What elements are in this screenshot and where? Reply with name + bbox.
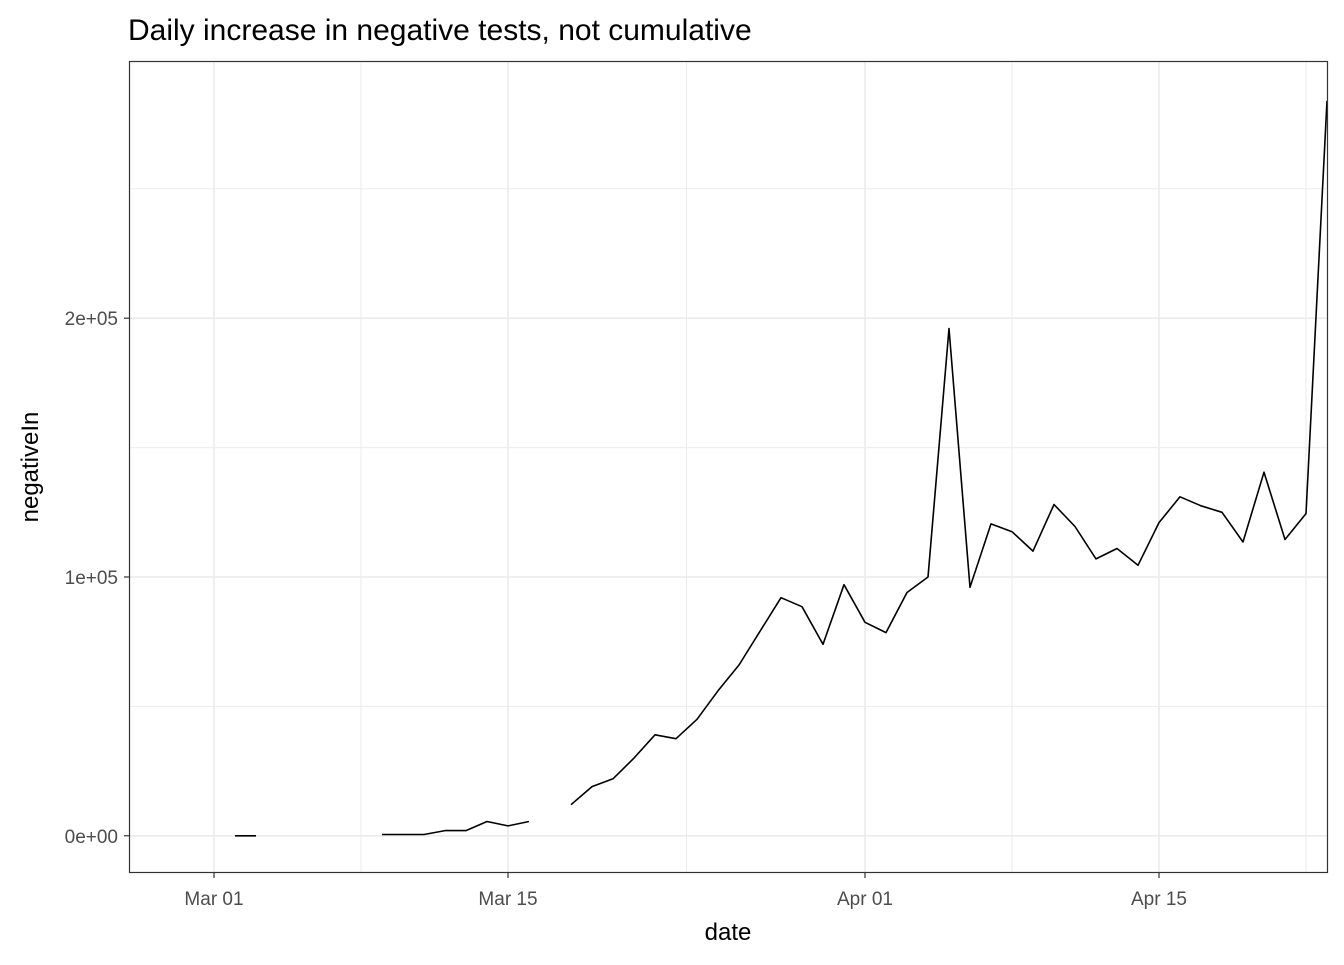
- series-line-segment: [570, 100, 1328, 806]
- grid-lines: [130, 62, 1327, 872]
- x-tick-label: Apr 15: [1131, 889, 1187, 910]
- series-line-segment: [382, 820, 530, 836]
- x-axis: Mar 01 Mar 15 Apr 01 Apr 15: [184, 872, 1187, 910]
- y-tick-label: 2e+05: [65, 309, 118, 330]
- x-tick-label: Mar 15: [478, 889, 537, 910]
- x-tick-label: Mar 01: [184, 889, 243, 910]
- y-axis-title: negativeIn: [17, 412, 44, 523]
- x-tick-label: Apr 01: [837, 889, 893, 910]
- series-lines: [235, 100, 1328, 837]
- plot-panel-border: [128, 60, 1329, 874]
- chart-title: Daily increase in negative tests, not cu…: [128, 14, 752, 47]
- y-tick-label: 0e+00: [65, 827, 118, 848]
- y-axis: 0e+00 1e+05 2e+05: [65, 309, 130, 848]
- y-tick-label: 1e+05: [65, 568, 118, 589]
- x-axis-title: date: [705, 919, 752, 946]
